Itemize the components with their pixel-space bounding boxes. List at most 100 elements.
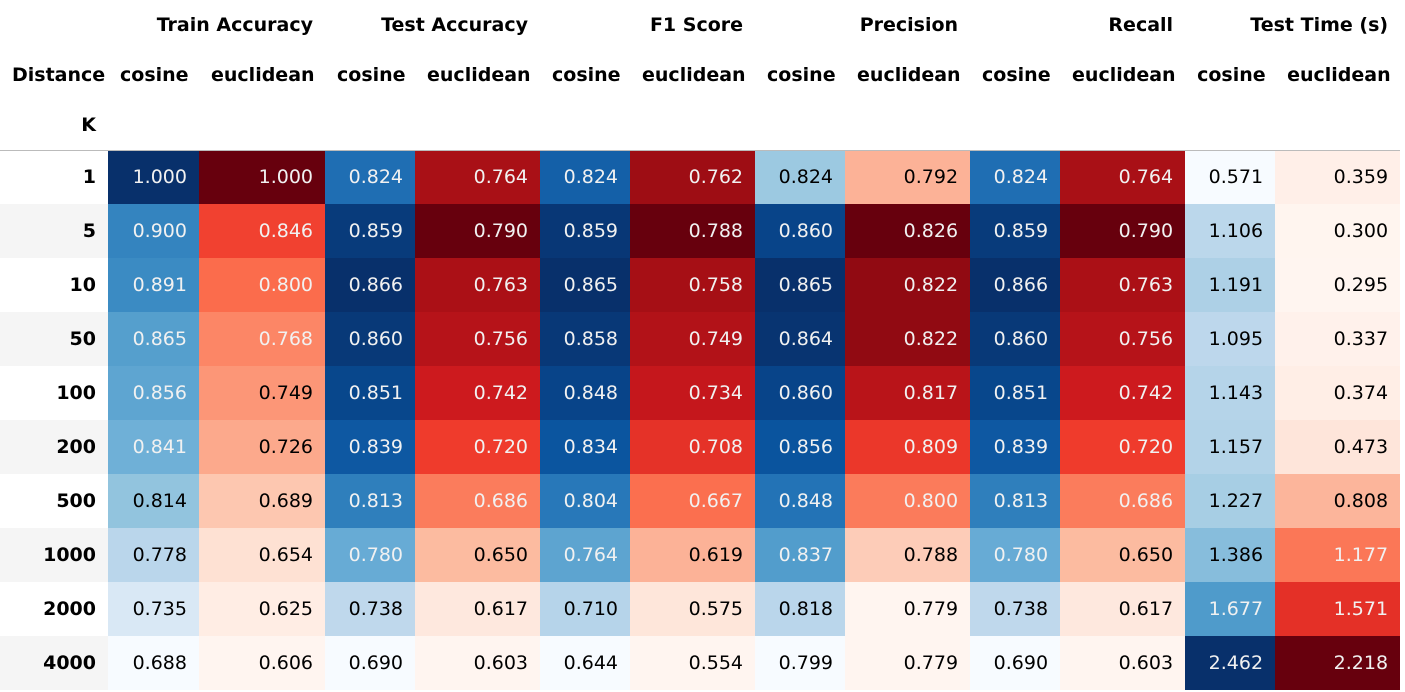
value-cell: 0.817 — [845, 366, 971, 420]
value-cell: 0.788 — [630, 204, 756, 258]
value-cell: 0.864 — [755, 312, 846, 366]
value-cell: 1.106 — [1185, 204, 1276, 258]
empty-header — [415, 100, 541, 151]
data-row: 100 0.856 0.749 0.851 0.742 0.848 0.734 0.860 0.… — [0, 366, 1401, 420]
value-cell: 0.690 — [325, 636, 416, 690]
row-index: 2000 — [43, 598, 96, 620]
value-cell: 0.686 — [415, 474, 541, 528]
value-cell: 0.337 — [1275, 312, 1401, 366]
group-header: F1 Score — [649, 14, 744, 36]
value-cell: 0.859 — [970, 204, 1061, 258]
group-header: Train Accuracy — [156, 14, 314, 36]
index-name: Distance — [12, 64, 106, 86]
value-cell: 0.710 — [540, 582, 631, 636]
value-cell: 0.834 — [540, 420, 631, 474]
value-cell: 0.841 — [108, 420, 199, 474]
header-row: Distance cosine euclidean cosine euclidean co… — [0, 50, 1400, 100]
value-cell: 0.749 — [199, 366, 326, 420]
value-cell: 0.866 — [325, 258, 416, 312]
value-cell: 0.735 — [108, 582, 199, 636]
value-cell: 0.742 — [415, 366, 541, 420]
value-cell: 0.837 — [755, 528, 846, 582]
value-cell: 0.758 — [630, 258, 756, 312]
value-cell: 0.763 — [1060, 258, 1186, 312]
value-cell: 0.822 — [845, 312, 971, 366]
value-cell: 0.650 — [1060, 528, 1186, 582]
value-cell: 0.824 — [755, 150, 846, 204]
empty-header — [199, 100, 326, 151]
empty-header — [325, 100, 416, 151]
value-cell: 0.742 — [1060, 366, 1186, 420]
value-cell: 0.858 — [540, 312, 631, 366]
value-cell: 0.860 — [755, 366, 846, 420]
data-row: 500 0.814 0.689 0.813 0.686 0.804 0.667 0.848 0.… — [0, 474, 1401, 528]
value-cell: 0.839 — [325, 420, 416, 474]
sub-header: cosine — [1197, 64, 1266, 86]
data-row: 50 0.865 0.768 0.860 0.756 0.858 0.749 0.864 0.8… — [0, 312, 1401, 366]
value-cell: 0.690 — [970, 636, 1061, 690]
value-cell: 0.762 — [630, 150, 756, 204]
value-cell: 0.688 — [108, 636, 199, 690]
group-header: Recall — [1108, 14, 1174, 36]
value-cell: 0.859 — [540, 204, 631, 258]
data-row: 4000 0.688 0.606 0.690 0.603 0.644 0.554 0.799 0… — [0, 636, 1401, 690]
data-row: 2000 0.735 0.625 0.738 0.617 0.710 0.575 0.818 0… — [0, 582, 1401, 636]
row-index: 1000 — [0, 528, 108, 582]
value-cell: 0.790 — [415, 204, 541, 258]
value-cell: 0.800 — [199, 258, 326, 312]
value-cell: 0.856 — [108, 366, 199, 420]
value-cell: 1.386 — [1185, 528, 1276, 582]
value-cell: 1.157 — [1185, 420, 1276, 474]
value-cell: 0.800 — [845, 474, 971, 528]
sub-header: cosine — [120, 64, 189, 86]
data-row: 1 1.000 1.000 0.824 0.764 0.824 0.762 0.824 0.79… — [0, 150, 1401, 204]
value-cell: 0.848 — [755, 474, 846, 528]
value-cell: 0.734 — [630, 366, 756, 420]
sub-header: euclidean — [1287, 64, 1391, 86]
empty-header — [970, 100, 1061, 151]
value-cell: 0.778 — [108, 528, 199, 582]
data-row: 10 0.891 0.800 0.866 0.763 0.865 0.758 0.865 0.8… — [0, 258, 1401, 312]
value-cell: 0.617 — [1060, 582, 1186, 636]
value-cell: 1.227 — [1185, 474, 1276, 528]
value-cell: 0.866 — [970, 258, 1061, 312]
value-cell: 1.571 — [1275, 582, 1401, 636]
value-cell: 2.218 — [1275, 636, 1401, 690]
value-cell: 0.848 — [540, 366, 631, 420]
value-cell: 0.571 — [1185, 150, 1276, 204]
value-cell: 2.462 — [1185, 636, 1276, 690]
value-cell: 0.860 — [970, 312, 1061, 366]
sub-header: cosine — [552, 64, 621, 86]
group-header: Precision — [859, 14, 959, 36]
value-cell: 0.738 — [325, 582, 416, 636]
row-index: 100 — [56, 382, 96, 404]
empty-header — [1185, 100, 1276, 151]
value-cell: 0.859 — [325, 204, 416, 258]
header-row: K — [0, 100, 1401, 151]
value-cell: 0.824 — [325, 150, 416, 204]
value-cell: 0.813 — [325, 474, 416, 528]
sub-header: cosine — [337, 64, 406, 86]
value-cell: 0.865 — [108, 312, 199, 366]
value-cell: 1.191 — [1185, 258, 1276, 312]
value-cell: 0.708 — [630, 420, 756, 474]
value-cell: 0.603 — [415, 636, 541, 690]
value-cell: 0.738 — [970, 582, 1061, 636]
sub-header: euclidean — [427, 64, 531, 86]
empty-header — [108, 100, 199, 151]
value-cell: 1.000 — [199, 150, 326, 204]
group-header: Test Time (s) — [1250, 14, 1389, 36]
value-cell: 0.768 — [199, 312, 326, 366]
value-cell: 0.756 — [1060, 312, 1186, 366]
value-cell: 0.619 — [630, 528, 756, 582]
value-cell: 0.374 — [1275, 366, 1401, 420]
value-cell: 0.839 — [970, 420, 1061, 474]
value-cell: 0.790 — [1060, 204, 1186, 258]
data-row: 200 0.841 0.726 0.839 0.720 0.834 0.708 0.856 0.… — [0, 420, 1401, 474]
value-cell: 0.818 — [755, 582, 846, 636]
value-cell: 0.851 — [970, 366, 1061, 420]
sub-header: cosine — [767, 64, 836, 86]
value-cell: 0.763 — [415, 258, 541, 312]
value-cell: 0.300 — [1275, 204, 1401, 258]
